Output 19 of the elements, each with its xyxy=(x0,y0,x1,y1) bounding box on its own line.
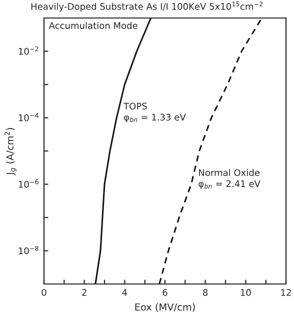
y-axis-title: J$_{g}$ (A/cm$^{2}$) xyxy=(4,128,16,176)
x-tick-label: 0 xyxy=(42,289,46,296)
y-tick-label: 10$^{−8}$ xyxy=(18,246,38,254)
x-tick-label: 8 xyxy=(203,289,208,296)
x-axis-title: Eox (MV/cm) xyxy=(135,303,195,312)
annotation: Accumulation Mode xyxy=(48,22,138,29)
chart-title: Heavily-Doped Substrate As I/I 100KeV 5x10$^{15}$cm$^{−2}$ xyxy=(31,2,263,12)
annotation: φ$_{bn}$ = 2.41 eV xyxy=(198,180,260,189)
x-tick-label: 6 xyxy=(162,289,168,296)
y-tick-label: 10$^{−2}$ xyxy=(18,46,38,55)
x-tick-label: 2 xyxy=(82,289,86,296)
y-tick-label: 10$^{−6}$ xyxy=(18,179,38,188)
annotation: φ$_{bn}$ = 1.33 eV xyxy=(124,114,186,122)
x-tick-label: 12 xyxy=(281,289,291,296)
x-tick-label: 4 xyxy=(122,289,128,296)
x-tick-label: 10 xyxy=(240,289,251,296)
y-tick-label: 10$^{−4}$ xyxy=(18,113,38,122)
series-label: TOPS xyxy=(124,102,147,110)
series-label: Normal Oxide xyxy=(199,169,260,176)
